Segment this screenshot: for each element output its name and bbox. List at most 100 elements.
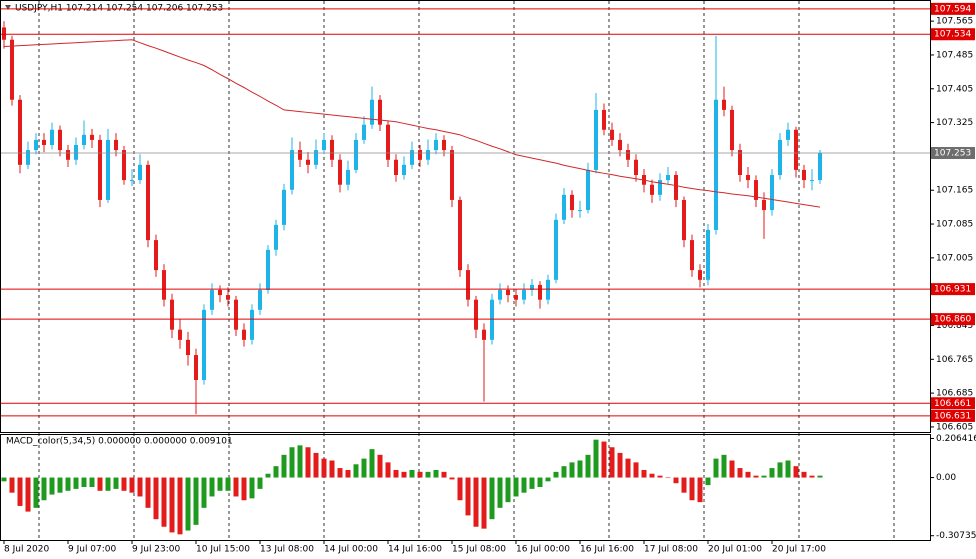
macd-bar [361,458,367,478]
macd-bar [433,469,439,478]
candle-body [706,229,710,280]
candle-body [498,289,502,300]
candle-body [482,329,486,340]
macd-bar [521,477,527,493]
candle-body [298,150,302,160]
macd-bar [225,477,231,491]
macd-bar [713,458,719,478]
y-tick-label: 107.085 [936,220,973,230]
macd-bar [409,469,415,478]
candle-body [698,270,702,280]
macd-bar [817,475,823,478]
candle-body [122,150,126,181]
candle-body [626,150,630,160]
y-tick-label: 107.005 [936,253,973,263]
candle-body [362,124,366,140]
current-price-box [931,147,975,160]
macd-bar [89,477,95,487]
candle-body [66,150,70,160]
candle-body [90,134,94,140]
y-tick-label: 0.00 [936,473,956,483]
macd-title: MACD_color(5,34,5) 0.000000 0.000000 0.0… [6,437,233,447]
candle-body [434,139,438,151]
macd-bar [249,477,255,499]
macd-bar [177,477,183,535]
macd-bar [705,477,711,486]
candle-body [106,139,110,200]
candle-body [722,99,726,110]
candle-body [266,249,270,290]
macd-bar [113,477,119,489]
macd-bar [537,477,543,487]
level-label: 106.631 [934,411,971,421]
candle-body [514,295,518,300]
macd-bar [809,475,815,478]
macd-bar [529,477,535,489]
candle-body [130,180,134,182]
candle-body [338,159,342,185]
candle-body [458,199,462,271]
macd-bar [81,477,87,487]
macd-bar [1,477,7,482]
candle-body [554,219,558,280]
macd-bar [625,458,631,478]
candle-body [194,355,198,381]
candle-body [258,289,262,310]
candle-body [786,129,790,140]
macd-bar [697,477,703,503]
candle-body [18,99,22,165]
candle-body [650,184,654,195]
x-tick-label: 16 Jul 16:00 [580,545,634,555]
x-tick-label: 15 Jul 08:00 [452,545,506,555]
macd-bar [265,473,271,478]
macd-bar [297,445,303,478]
candle-body [178,329,182,340]
x-tick-label: 14 Jul 16:00 [388,545,442,555]
macd-bar [593,439,599,478]
macd-bar [273,466,279,478]
candle-body [146,164,150,241]
level-box [931,283,975,296]
macd-bar [201,477,207,508]
y-tick-label: 107.565 [936,17,973,27]
macd-bar [769,468,775,478]
macd-bar [65,477,71,491]
current-price-label: 107.253 [934,149,971,159]
window-icon [5,5,11,10]
level-box [931,313,975,326]
macd-bar [73,477,79,489]
candle-body [506,289,510,296]
macd-bar [305,447,311,478]
macd-panel-frame [0,434,931,541]
macd-bar [753,475,759,478]
macd-bar [441,471,447,478]
candle-body [730,109,734,151]
macd-bar [49,477,55,495]
x-tick-label: 8 Jul 2020 [4,545,49,555]
candle-body [818,153,822,181]
candle-body [610,129,614,140]
macd-bar [217,477,223,491]
macd-bar [785,460,791,478]
candle-body [770,174,774,211]
candle-body [674,174,678,200]
price-panel-frame [0,0,931,433]
macd-bar [577,460,583,478]
macd-bar [137,477,143,497]
candle-body [570,194,574,211]
macd-bar [161,477,167,527]
macd-bar [761,475,767,478]
macd-bar [777,462,783,478]
macd-bar [129,477,135,493]
moving-average [3,39,821,208]
candle-body [274,224,278,250]
candle-body [658,180,662,195]
candle-body [546,279,550,300]
macd-bar [209,477,215,497]
candle-body [202,309,206,381]
macd-bar [569,462,575,478]
x-tick-label: 14 Jul 00:00 [324,545,378,555]
candle-body [74,144,78,160]
candle-body [522,289,526,300]
